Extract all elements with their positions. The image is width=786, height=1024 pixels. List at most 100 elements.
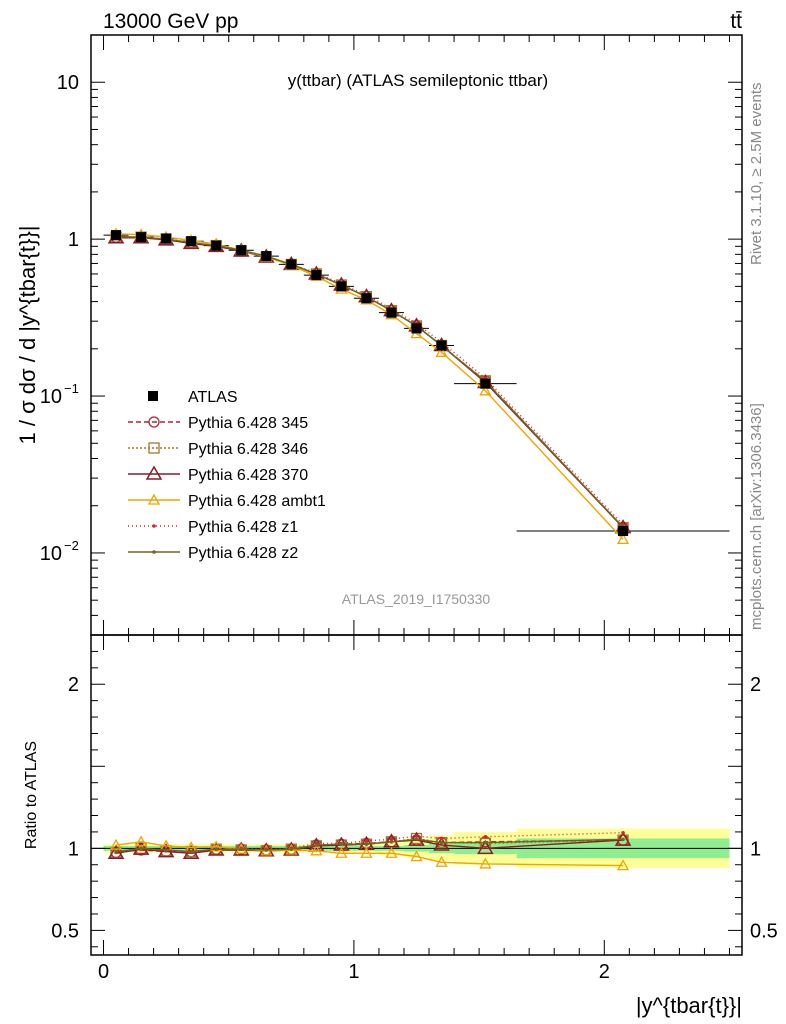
ratio-series-marker — [483, 840, 488, 845]
main-plot-area — [103, 227, 730, 545]
ratio-plot-area — [107, 830, 632, 871]
legend-label: Pythia 6.428 345 — [188, 415, 308, 432]
ratio-series-marker — [134, 835, 148, 847]
ratio-series-marker — [364, 839, 369, 843]
header-energy-label: 13000 GeV pp — [103, 10, 238, 33]
legend-item-1: Pythia 6.428 345 — [128, 415, 308, 432]
ratio-series-marker — [483, 835, 488, 839]
ratio-series-marker — [214, 847, 218, 851]
main-series-1 — [110, 231, 629, 534]
main-y-tick-label-2: 1 — [68, 229, 79, 251]
ratio-series-marker — [314, 843, 319, 847]
main-series-line — [115, 233, 624, 540]
main-series-line — [116, 236, 624, 529]
main-y-axis-label: 1 / σ dσ / d |y^{tbar{t}}| — [15, 226, 40, 445]
ratio-series-line — [115, 839, 624, 855]
data-point-overlay — [480, 378, 491, 389]
legend-item-6: Pythia 6.428 z2 — [128, 545, 298, 562]
ratio-y-tick-label-right-1: 1 — [750, 838, 761, 860]
legend-item-4: Pythia 6.428 ambt1 — [128, 493, 326, 510]
legend-marker — [152, 550, 156, 554]
main-y-tick-exponent-1: −1 — [64, 381, 79, 396]
x-axis: 0 1 2 — [98, 635, 730, 983]
x-tick-label-1: 1 — [348, 961, 359, 983]
ratio-series-marker — [107, 844, 125, 860]
main-series-line — [115, 236, 624, 529]
ratio-series-marker — [439, 836, 444, 841]
ratio-series-marker — [264, 848, 269, 852]
ratio-series-marker — [139, 846, 143, 851]
legend-marker — [148, 416, 160, 428]
data-point-overlay — [361, 293, 372, 304]
analysis-watermark: ATLAS_2019_I1750330 — [342, 591, 491, 607]
ratio-y-tick-label-left-2: 2 — [68, 674, 79, 696]
legend-label: ATLAS — [188, 389, 238, 406]
data-points-overlay — [111, 230, 629, 537]
ratio-series-marker — [414, 837, 419, 842]
main-series-line — [116, 237, 624, 529]
x-axis-label: |y^{tbar{t}}| — [636, 993, 742, 1018]
main-y-tick-label-3: 10 — [57, 72, 79, 94]
data-point-overlay — [261, 251, 272, 262]
ratio-series-4 — [114, 830, 625, 855]
ratio-series-marker — [310, 844, 323, 856]
main-y-tick-label-1: 10 — [40, 386, 62, 408]
main-series-3 — [107, 229, 632, 534]
ratio-y-tick-label-right-0: 0.5 — [750, 920, 778, 942]
ratio-series-marker — [182, 844, 200, 860]
main-plot-title: y(ttbar) (ATLAS semileptonic ttbar) — [288, 71, 548, 90]
ratio-series-marker — [385, 846, 398, 858]
rivet-version-label: Rivet 3.1.10, ≥ 2.5M events — [748, 83, 765, 266]
ratio-panel: 0.5 0.5 1 1 2 2 0 1 2 Ratio to ATLAS |y^{tbar{t… — [23, 634, 778, 1018]
header-process-label: tt̄ — [730, 10, 742, 33]
legend-item-2: Pythia 6.428 346 — [128, 441, 308, 458]
main-y-tick-exponent-0: −2 — [64, 538, 79, 553]
main-series-marker — [479, 384, 492, 396]
data-point-overlay — [161, 233, 172, 244]
ratio-series-marker — [239, 847, 244, 851]
ratio-y-tick-label-left-1: 1 — [68, 838, 79, 860]
ratio-series-marker — [477, 839, 494, 855]
ratio-series-marker — [114, 849, 118, 854]
data-point-overlay — [336, 281, 347, 292]
ratio-series-marker — [360, 846, 373, 858]
legend-label: Pythia 6.428 346 — [188, 441, 308, 458]
ratio-series-marker — [189, 849, 193, 854]
ratio-series-line — [115, 838, 624, 853]
legend-marker — [152, 524, 156, 528]
main-series-0 — [103, 230, 730, 537]
ratio-series-marker — [364, 842, 369, 847]
data-point-overlay — [211, 240, 222, 251]
data-point-overlay — [286, 259, 297, 270]
ratio-series-line — [115, 832, 624, 854]
legend-item-0: ATLAS — [148, 389, 238, 406]
ratio-series-marker — [164, 848, 168, 852]
data-point-overlay — [236, 245, 247, 256]
ratio-series-marker — [621, 837, 625, 842]
legend-label: Pythia 6.428 370 — [188, 467, 308, 484]
mcplots-reference-label: mcplots.cern.ch [arXiv:1306.3436] — [748, 403, 765, 630]
ratio-series-marker — [616, 859, 630, 871]
data-point-overlay — [311, 270, 322, 281]
data-point-overlay — [411, 323, 422, 334]
ratio-y-axis-label: Ratio to ATLAS — [23, 741, 40, 849]
main-series-marker — [616, 533, 630, 545]
ratio-series-marker — [621, 830, 625, 835]
legend-marker — [145, 465, 163, 480]
main-y-tick-label-0: 10 — [40, 543, 62, 565]
ratio-series-marker — [109, 838, 123, 850]
ratio-y-tick-label-left-0: 0.5 — [51, 920, 79, 942]
ratio-y-tick-label-right-2: 2 — [750, 674, 761, 696]
ratio-series-marker — [414, 834, 419, 838]
ratio-series-marker — [410, 850, 423, 862]
ratio-series-marker — [389, 839, 394, 844]
legend: ATLAS Pythia 6.428 345 Pythia 6.428 346 Pyt… — [128, 389, 326, 562]
data-point-overlay — [618, 526, 629, 537]
main-series-2 — [110, 231, 629, 534]
legend-marker — [147, 493, 161, 505]
legend-marker — [148, 391, 158, 401]
legend-label: Pythia 6.428 z2 — [188, 545, 298, 562]
